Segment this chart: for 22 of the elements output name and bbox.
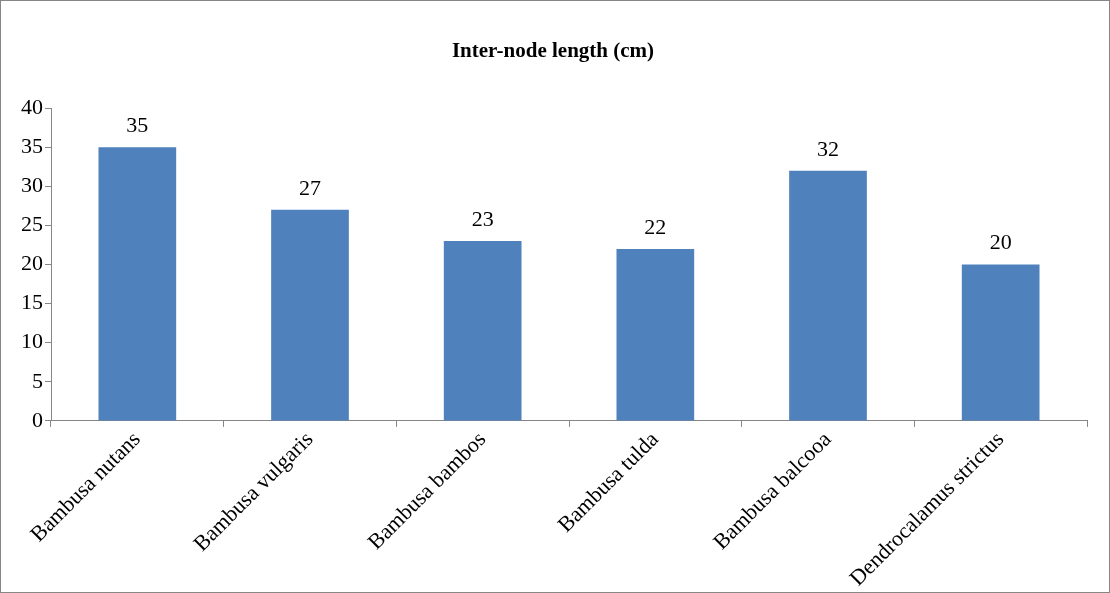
- y-tick-label: 35: [21, 133, 43, 159]
- y-tick-label: 25: [21, 211, 43, 237]
- data-label: 32: [817, 135, 839, 161]
- bar: [616, 248, 695, 421]
- chart-title: Inter-node length (cm): [451, 38, 655, 63]
- data-label: 22: [644, 213, 667, 239]
- data-label: 27: [299, 174, 321, 200]
- y-tick-label: 15: [21, 289, 43, 315]
- y-tick-label: 10: [21, 328, 43, 354]
- data-label: 23: [471, 205, 494, 231]
- y-tick-label: 20: [21, 250, 43, 276]
- y-tick-label: 5: [32, 367, 43, 393]
- bar: [961, 264, 1040, 421]
- y-tick-label: 0: [32, 406, 43, 432]
- bar: [271, 209, 349, 421]
- y-tick-label: 40: [21, 93, 43, 119]
- bar: [443, 241, 522, 421]
- data-label: 20: [989, 229, 1012, 255]
- bar: [98, 147, 177, 421]
- data-label: 35: [126, 112, 149, 138]
- bar: [789, 170, 867, 421]
- y-tick-label: 30: [21, 172, 43, 198]
